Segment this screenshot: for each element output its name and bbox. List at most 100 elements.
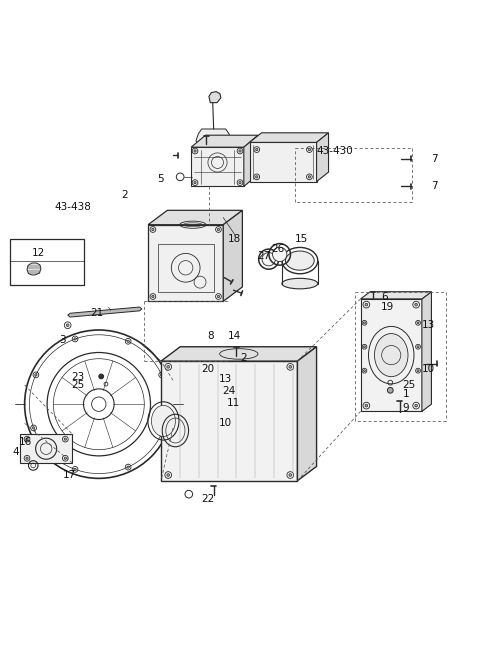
Circle shape: [152, 295, 154, 298]
Circle shape: [308, 148, 311, 150]
Circle shape: [363, 370, 365, 372]
Circle shape: [64, 457, 66, 459]
Text: 1: 1: [403, 389, 409, 399]
Text: 26: 26: [271, 244, 284, 253]
Circle shape: [417, 322, 419, 324]
Text: 27: 27: [257, 251, 270, 261]
Circle shape: [33, 427, 35, 429]
Polygon shape: [223, 211, 242, 301]
Text: 43-438: 43-438: [55, 201, 92, 211]
Text: 22: 22: [202, 494, 215, 504]
Text: 13: 13: [218, 374, 232, 384]
Circle shape: [308, 176, 311, 178]
Text: 25: 25: [403, 380, 416, 390]
Circle shape: [74, 338, 76, 340]
Circle shape: [64, 438, 66, 440]
Polygon shape: [161, 346, 317, 361]
Text: 13: 13: [422, 320, 435, 330]
Circle shape: [239, 182, 241, 183]
Polygon shape: [148, 211, 242, 224]
Text: 25: 25: [71, 380, 84, 390]
Circle shape: [363, 322, 365, 324]
Circle shape: [127, 340, 129, 343]
Circle shape: [289, 366, 291, 368]
Polygon shape: [317, 133, 328, 182]
Circle shape: [387, 387, 393, 393]
Polygon shape: [250, 143, 317, 182]
Polygon shape: [161, 361, 298, 480]
Polygon shape: [68, 307, 142, 317]
Ellipse shape: [152, 405, 175, 436]
Text: 2: 2: [240, 352, 247, 363]
Text: 3: 3: [60, 335, 66, 345]
Polygon shape: [360, 299, 422, 411]
Circle shape: [417, 370, 419, 372]
Text: 20: 20: [202, 364, 215, 374]
Ellipse shape: [262, 253, 276, 266]
Polygon shape: [20, 434, 72, 463]
Text: 23: 23: [71, 372, 84, 382]
Text: 2: 2: [121, 189, 128, 199]
Circle shape: [194, 182, 196, 183]
Ellipse shape: [282, 279, 318, 289]
Circle shape: [365, 304, 368, 306]
Text: 43-430: 43-430: [317, 145, 353, 156]
Circle shape: [217, 228, 220, 230]
Circle shape: [152, 228, 154, 230]
Bar: [157, 244, 214, 292]
Text: 7: 7: [432, 182, 438, 191]
Text: 16: 16: [19, 438, 32, 447]
Text: 10: 10: [422, 364, 435, 374]
Circle shape: [167, 474, 169, 477]
Circle shape: [365, 405, 368, 407]
Text: 24: 24: [222, 386, 235, 396]
Polygon shape: [209, 92, 221, 103]
Text: 18: 18: [228, 234, 241, 244]
Circle shape: [160, 432, 163, 435]
Circle shape: [66, 324, 69, 327]
Circle shape: [256, 148, 258, 150]
Circle shape: [415, 304, 418, 306]
Polygon shape: [191, 135, 258, 147]
Circle shape: [363, 346, 365, 348]
Polygon shape: [360, 292, 432, 299]
Circle shape: [35, 374, 37, 376]
Circle shape: [160, 374, 163, 376]
Text: 8: 8: [207, 331, 214, 341]
Circle shape: [167, 366, 169, 368]
Text: 19: 19: [381, 302, 395, 312]
Circle shape: [127, 466, 129, 468]
Ellipse shape: [273, 248, 287, 261]
Text: 4: 4: [12, 447, 19, 457]
Text: 11: 11: [227, 398, 240, 408]
Text: 9: 9: [403, 403, 409, 412]
Text: 10: 10: [218, 418, 231, 428]
Text: 15: 15: [295, 234, 308, 244]
Text: 14: 14: [228, 331, 241, 341]
Polygon shape: [422, 292, 432, 411]
Polygon shape: [148, 224, 223, 301]
Polygon shape: [191, 147, 244, 186]
Polygon shape: [196, 129, 231, 148]
Text: 6: 6: [381, 292, 388, 302]
Ellipse shape: [286, 251, 314, 270]
Text: 21: 21: [90, 308, 104, 318]
Circle shape: [26, 438, 28, 440]
Bar: [10, 239, 84, 284]
Ellipse shape: [374, 333, 408, 377]
Circle shape: [26, 457, 28, 459]
Circle shape: [99, 374, 104, 379]
Circle shape: [74, 468, 76, 471]
Polygon shape: [298, 346, 317, 480]
Circle shape: [239, 150, 241, 152]
Polygon shape: [27, 263, 41, 275]
Text: 12: 12: [31, 248, 45, 259]
Text: 7: 7: [432, 154, 438, 164]
Circle shape: [194, 150, 196, 152]
Circle shape: [217, 295, 220, 298]
Circle shape: [289, 474, 291, 477]
Text: 17: 17: [63, 469, 76, 480]
Circle shape: [417, 346, 419, 348]
Circle shape: [256, 176, 258, 178]
Polygon shape: [250, 133, 328, 143]
